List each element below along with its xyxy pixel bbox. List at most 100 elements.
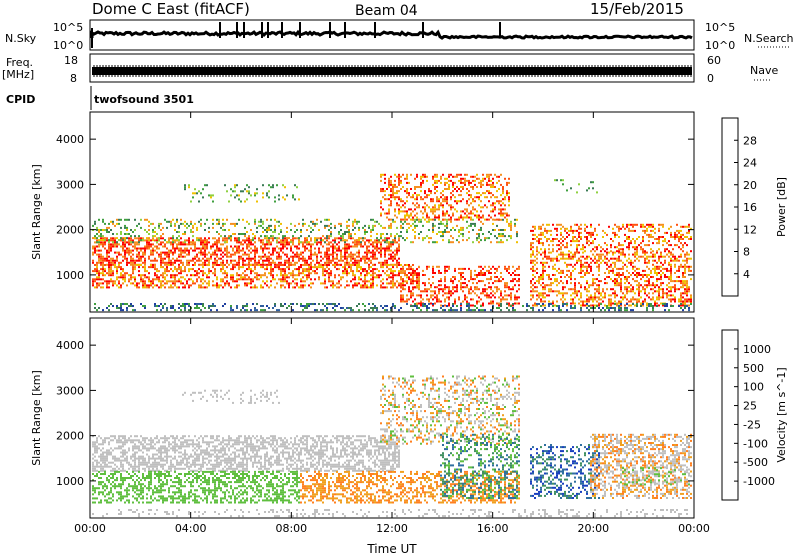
echo-cell: [184, 188, 186, 191]
echo-cell: [132, 249, 134, 252]
echo-cell: [440, 235, 442, 238]
echo-cell: [206, 245, 208, 248]
echo-cell: [304, 284, 306, 287]
echo-cell: [236, 237, 238, 240]
echo-cell: [418, 278, 420, 281]
echo-cell: [632, 272, 634, 274]
echo-cell: [668, 269, 670, 272]
freq-hi-tick: 18: [64, 54, 78, 67]
echo-cell: [130, 278, 132, 281]
echo-cell: [166, 268, 168, 271]
echo-cell: [580, 286, 582, 289]
echo-cell: [362, 284, 364, 287]
echo-cell: [558, 282, 560, 285]
echo-cell: [494, 286, 496, 289]
echo-cell: [268, 257, 270, 260]
echo-cell: [182, 251, 184, 254]
echo-cell: [308, 272, 310, 275]
echo-cell: [668, 294, 670, 297]
echo-cell: [456, 190, 458, 193]
echo-cell: [300, 231, 302, 233]
echo-cell: [92, 282, 94, 285]
echo-cell: [444, 304, 446, 307]
echo-cell: [176, 247, 178, 250]
echo-cell: [258, 239, 260, 242]
echo-cell: [420, 300, 422, 303]
echo-cell: [128, 278, 130, 281]
echo-cell: [180, 222, 182, 225]
echo-cell: [96, 261, 98, 264]
echo-cell: [382, 190, 384, 193]
echo-cell: [544, 265, 546, 268]
echo-cell: [492, 294, 494, 297]
echo-cell: [472, 218, 474, 221]
echo-cell: [402, 300, 404, 303]
echo-cell: [624, 263, 626, 266]
echo-cell: [250, 239, 252, 242]
echo-cell: [388, 257, 390, 260]
echo-cell: [98, 229, 100, 231]
echo-cell: [280, 270, 282, 273]
echo-cell: [460, 194, 462, 197]
echo-cell: [372, 241, 374, 244]
echo-cell: [406, 298, 408, 301]
echo-cell: [270, 243, 272, 246]
echo-cell: [390, 245, 392, 248]
echo-cell: [598, 292, 600, 295]
echo-cell: [560, 292, 562, 295]
echo-cell: [646, 255, 648, 258]
echo-cell: [296, 186, 298, 189]
echo-cell: [192, 280, 194, 283]
echo-cell: [234, 186, 236, 189]
echo-cell: [302, 255, 304, 258]
echo-cell: [632, 267, 634, 270]
echo-cell: [422, 239, 424, 242]
echo-cell: [622, 267, 624, 270]
echo-cell: [358, 264, 360, 266]
echo-cell: [382, 266, 384, 269]
echo-cell: [400, 226, 402, 229]
echo-cell: [450, 206, 452, 209]
echo-cell: [210, 245, 212, 248]
echo-cell: [164, 270, 166, 273]
echo-cell: [402, 267, 404, 270]
echo-cell: [680, 255, 682, 258]
echo-cell: [334, 274, 336, 277]
echo-cell: [504, 208, 506, 211]
echo-cell: [308, 268, 310, 271]
echo-cell: [198, 272, 200, 275]
echo-cell: [400, 181, 402, 184]
echo-cell: [544, 304, 546, 307]
echo-cell: [274, 278, 276, 281]
echo-cell: [396, 253, 398, 256]
echo-cell: [400, 298, 402, 301]
echo-cell: [224, 239, 226, 242]
echo-cell: [322, 235, 324, 238]
echo-cell: [358, 239, 360, 242]
echo-cell: [286, 259, 288, 262]
echo-cell: [482, 272, 484, 274]
echo-cell: [440, 272, 442, 274]
echo-cell: [604, 292, 606, 295]
echo-cell: [438, 292, 440, 295]
echo-cell: [318, 247, 320, 250]
echo-cell: [192, 264, 194, 266]
echo-cell: [474, 200, 476, 203]
echo-cell: [326, 224, 328, 227]
echo-cell: [172, 257, 174, 260]
echo-cell: [406, 177, 408, 180]
echo-cell: [384, 261, 386, 264]
echo-cell: [112, 257, 114, 260]
echo-cell: [342, 266, 344, 269]
echo-cell: [242, 190, 244, 193]
echo-cell: [160, 222, 162, 225]
echo-cell: [482, 177, 484, 180]
echo-cell: [438, 231, 440, 233]
echo-cell: [600, 294, 602, 297]
echo-cell: [540, 298, 542, 301]
echo-cell: [580, 300, 582, 303]
echo-cell: [470, 222, 472, 225]
echo-cell: [298, 255, 300, 258]
echo-cell: [638, 282, 640, 285]
echo-cell: [492, 300, 494, 303]
